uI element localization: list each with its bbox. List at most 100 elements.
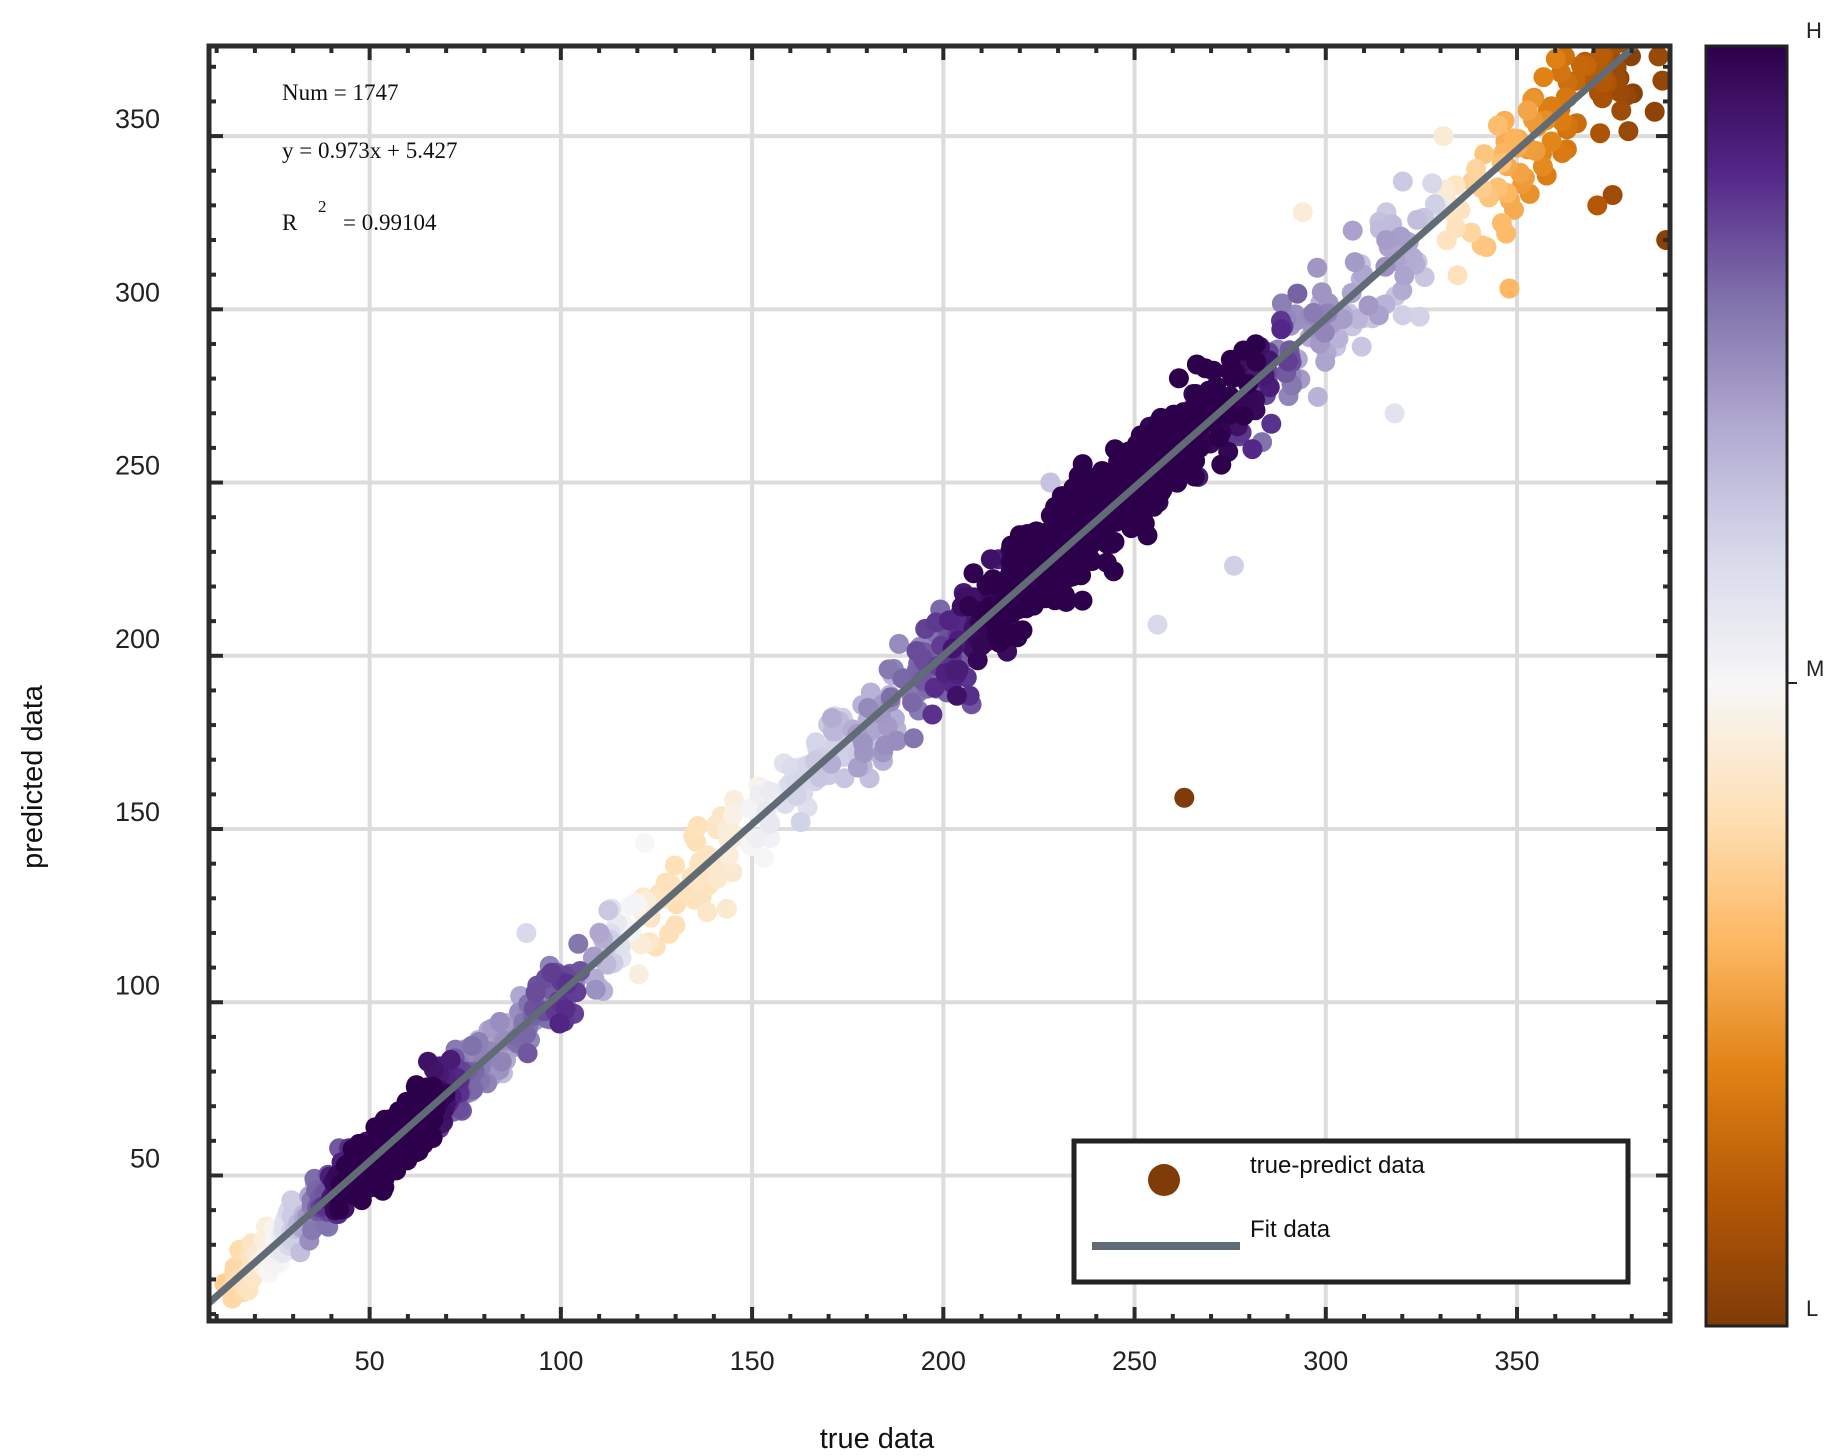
x-axis-title: true data bbox=[820, 1423, 935, 1455]
data-point bbox=[1092, 461, 1113, 481]
data-point bbox=[746, 828, 767, 849]
data-point bbox=[415, 1124, 436, 1145]
data-point bbox=[1147, 614, 1168, 635]
x-tick-label: 200 bbox=[921, 1346, 966, 1376]
data-point bbox=[853, 733, 873, 754]
stats-annotation: Num = 1747 y = 0.973x + 5.427 R 2 = 0.99… bbox=[282, 80, 457, 235]
data-point bbox=[1010, 544, 1031, 565]
fit-line bbox=[209, 46, 1641, 1306]
data-point bbox=[1342, 220, 1363, 241]
data-point bbox=[1242, 439, 1263, 460]
data-point bbox=[1603, 0, 1623, 18]
data-point bbox=[1491, 213, 1512, 234]
data-point bbox=[1081, 551, 1102, 571]
x-tick-label: 50 bbox=[355, 1346, 385, 1376]
data-point bbox=[1433, 126, 1454, 147]
data-point bbox=[1487, 115, 1508, 136]
data-point bbox=[1644, 101, 1665, 122]
data-point bbox=[1105, 439, 1125, 460]
data-point bbox=[525, 982, 546, 1003]
data-point bbox=[1211, 454, 1232, 475]
num-annotation: Num = 1747 bbox=[282, 80, 398, 105]
data-point bbox=[1224, 555, 1244, 576]
data-point bbox=[1461, 222, 1482, 243]
data-point bbox=[1636, 6, 1656, 26]
legend-label-points: true-predict data bbox=[1250, 1152, 1425, 1179]
data-point bbox=[716, 898, 737, 919]
data-point bbox=[1618, 121, 1639, 142]
data-point bbox=[585, 979, 606, 1000]
colorbar-gradient bbox=[1704, 44, 1789, 1328]
data-point bbox=[724, 789, 744, 810]
data-point bbox=[1392, 171, 1413, 192]
data-point bbox=[568, 933, 589, 954]
fit-line-layer bbox=[209, 46, 1641, 1306]
data-point bbox=[1376, 230, 1397, 250]
data-point bbox=[1103, 561, 1124, 582]
data-point bbox=[1184, 466, 1205, 487]
data-point bbox=[959, 596, 980, 617]
y-tick-label: 250 bbox=[115, 451, 160, 481]
r2-superscript: 2 bbox=[318, 197, 327, 216]
data-point bbox=[1499, 278, 1520, 299]
data-point bbox=[976, 574, 997, 595]
data-point bbox=[1436, 230, 1457, 251]
data-point bbox=[1623, 6, 1643, 26]
data-point bbox=[1638, 19, 1658, 39]
data-point bbox=[489, 1011, 510, 1032]
data-point bbox=[1545, 48, 1566, 69]
data-point bbox=[723, 805, 744, 826]
x-tick-label: 250 bbox=[1112, 1346, 1157, 1376]
data-point bbox=[1541, 131, 1562, 152]
data-point bbox=[902, 692, 923, 713]
data-point bbox=[664, 855, 685, 876]
data-point bbox=[697, 902, 718, 923]
data-point bbox=[1517, 100, 1538, 121]
y-tick-label: 300 bbox=[115, 277, 160, 307]
data-point bbox=[549, 1013, 570, 1034]
data-point bbox=[1409, 306, 1430, 327]
data-point bbox=[1209, 427, 1230, 448]
data-point bbox=[516, 923, 537, 943]
data-point bbox=[922, 704, 943, 725]
data-point bbox=[1652, 70, 1670, 91]
data-point bbox=[1159, 470, 1180, 491]
y-tick-label: 150 bbox=[115, 797, 160, 827]
data-point bbox=[1358, 295, 1379, 316]
data-point bbox=[1049, 571, 1070, 592]
data-point bbox=[1185, 450, 1206, 471]
data-point bbox=[1597, 0, 1617, 17]
data-point bbox=[589, 922, 610, 943]
data-point bbox=[440, 1049, 461, 1070]
data-point bbox=[1203, 360, 1224, 381]
data-point bbox=[369, 1157, 390, 1178]
data-point bbox=[1107, 468, 1127, 489]
data-point bbox=[1261, 413, 1282, 434]
data-point bbox=[1056, 591, 1077, 612]
data-point bbox=[622, 895, 643, 915]
x-tick-label: 150 bbox=[730, 1346, 775, 1376]
r2-value: = 0.99104 bbox=[343, 210, 437, 235]
data-point bbox=[886, 730, 907, 751]
data-point bbox=[1307, 257, 1328, 278]
data-point bbox=[790, 812, 811, 832]
data-point bbox=[889, 633, 909, 654]
data-point bbox=[1311, 282, 1332, 303]
data-point bbox=[1206, 376, 1227, 397]
data-point bbox=[760, 813, 781, 834]
data-point bbox=[1040, 472, 1061, 493]
data-point bbox=[1648, 46, 1669, 67]
data-point bbox=[1134, 513, 1155, 534]
grid-lines bbox=[209, 46, 1670, 1321]
data-point bbox=[1007, 627, 1028, 648]
tick-labels: 50 100 150 200 250 300 350 50 100 150 200 250 300 350 bbox=[115, 104, 1540, 1376]
data-point bbox=[1575, 21, 1595, 41]
data-point bbox=[753, 847, 774, 868]
data-point bbox=[1292, 202, 1313, 223]
data-point bbox=[781, 757, 802, 778]
legend-marker-circle bbox=[1148, 1164, 1180, 1196]
y-axis-title: predicted data bbox=[17, 684, 49, 869]
colorbar-label-high: H bbox=[1806, 18, 1822, 43]
data-point bbox=[281, 1190, 302, 1211]
y-tick-label: 50 bbox=[130, 1143, 160, 1173]
